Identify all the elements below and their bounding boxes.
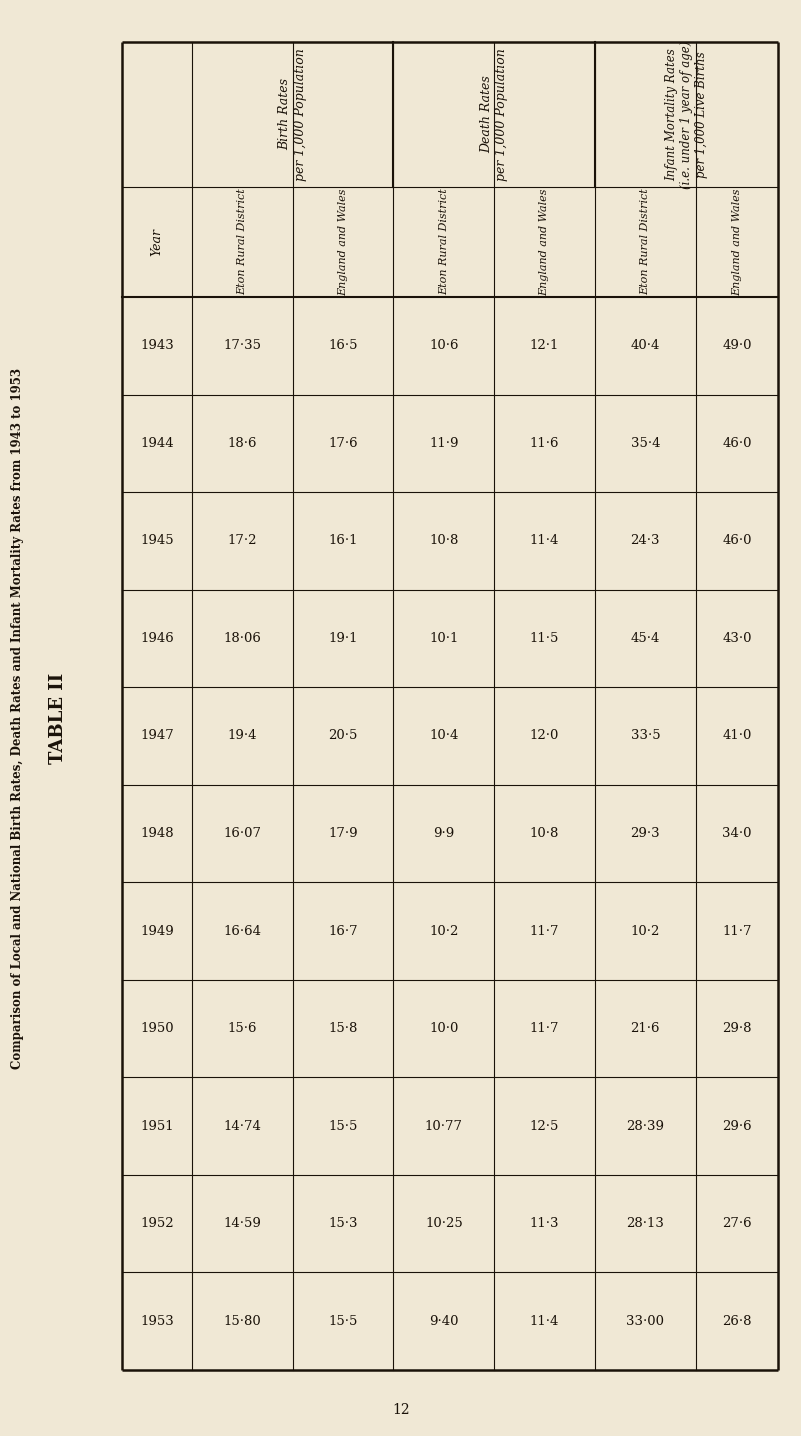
Text: 1953: 1953 [140,1315,174,1328]
Text: 15·80: 15·80 [223,1315,261,1328]
Text: 16·1: 16·1 [328,534,358,547]
Text: 1948: 1948 [140,827,174,840]
Text: 21·6: 21·6 [630,1022,660,1035]
Text: 11·3: 11·3 [529,1218,559,1231]
Text: Year: Year [151,228,163,256]
Text: Birth Rates
per 1,000 Population: Birth Rates per 1,000 Population [279,49,307,181]
Text: 16·64: 16·64 [223,925,261,938]
Text: 10·0: 10·0 [429,1022,458,1035]
Text: 1952: 1952 [140,1218,174,1231]
Text: 1944: 1944 [140,437,174,449]
Text: Eton Rural District: Eton Rural District [237,188,248,296]
Text: 24·3: 24·3 [630,534,660,547]
Text: 29·6: 29·6 [722,1120,751,1133]
Text: England and Wales: England and Wales [338,188,348,296]
Text: 10·6: 10·6 [429,339,459,352]
Text: 29·8: 29·8 [723,1022,751,1035]
Text: 10·2: 10·2 [630,925,660,938]
Text: 1943: 1943 [140,339,174,352]
Text: 10·4: 10·4 [429,729,458,742]
Text: 16·5: 16·5 [328,339,358,352]
Text: 12: 12 [392,1403,410,1417]
Text: 14·59: 14·59 [223,1218,261,1231]
Text: 1951: 1951 [140,1120,174,1133]
Text: 17·9: 17·9 [328,827,358,840]
Text: Infant Mortality Rates
(i.e. under 1 year of age)
per 1,000 Live Births: Infant Mortality Rates (i.e. under 1 yea… [665,40,708,188]
Text: Eton Rural District: Eton Rural District [439,188,449,296]
Text: 28·13: 28·13 [626,1218,664,1231]
Text: 1950: 1950 [140,1022,174,1035]
Text: 41·0: 41·0 [723,729,751,742]
Text: 11·4: 11·4 [530,534,559,547]
Text: Death Rates
per 1,000 Population: Death Rates per 1,000 Population [481,49,508,181]
Text: 10·8: 10·8 [429,534,458,547]
Text: 10·8: 10·8 [530,827,559,840]
Text: 18·6: 18·6 [227,437,257,449]
Text: 40·4: 40·4 [630,339,660,352]
Text: 9·40: 9·40 [429,1315,459,1328]
Text: 46·0: 46·0 [723,534,751,547]
Text: 10·25: 10·25 [425,1218,463,1231]
Text: TABLE II: TABLE II [49,672,66,764]
Text: 33·5: 33·5 [630,729,660,742]
Text: 1945: 1945 [140,534,174,547]
Text: 1946: 1946 [140,632,174,645]
Text: 11·6: 11·6 [529,437,559,449]
Text: 10·1: 10·1 [429,632,458,645]
Text: England and Wales: England and Wales [732,188,742,296]
Text: 15·6: 15·6 [227,1022,257,1035]
Text: 9·9: 9·9 [433,827,454,840]
Text: 11·5: 11·5 [530,632,559,645]
Text: 29·3: 29·3 [630,827,660,840]
Text: 27·6: 27·6 [722,1218,751,1231]
Text: 12·1: 12·1 [530,339,559,352]
Text: 10·2: 10·2 [429,925,458,938]
Text: 45·4: 45·4 [630,632,660,645]
Text: 46·0: 46·0 [723,437,751,449]
Text: 17·2: 17·2 [227,534,257,547]
Text: 12·0: 12·0 [530,729,559,742]
Text: 15·5: 15·5 [328,1120,358,1133]
Text: 11·7: 11·7 [529,1022,559,1035]
Text: 14·74: 14·74 [223,1120,261,1133]
Text: 11·7: 11·7 [529,925,559,938]
Text: 26·8: 26·8 [723,1315,751,1328]
Text: 16·7: 16·7 [328,925,358,938]
Text: 17·6: 17·6 [328,437,358,449]
Text: 35·4: 35·4 [630,437,660,449]
Text: 33·00: 33·00 [626,1315,664,1328]
Text: England and Wales: England and Wales [540,188,549,296]
Text: 15·3: 15·3 [328,1218,358,1231]
Text: 18·06: 18·06 [223,632,261,645]
Text: 1949: 1949 [140,925,174,938]
Text: 17·35: 17·35 [223,339,261,352]
Text: 11·9: 11·9 [429,437,459,449]
Text: 10·77: 10·77 [425,1120,463,1133]
Text: 15·5: 15·5 [328,1315,358,1328]
Text: Eton Rural District: Eton Rural District [640,188,650,296]
Text: 11·7: 11·7 [723,925,751,938]
Text: Comparison of Local and National Birth Rates, Death Rates and Infant Mortality R: Comparison of Local and National Birth R… [11,368,24,1068]
Text: 16·07: 16·07 [223,827,261,840]
Text: 11·4: 11·4 [530,1315,559,1328]
Text: 19·4: 19·4 [227,729,257,742]
Text: 28·39: 28·39 [626,1120,664,1133]
Text: 1947: 1947 [140,729,174,742]
Text: 43·0: 43·0 [723,632,751,645]
Text: 19·1: 19·1 [328,632,358,645]
Text: 34·0: 34·0 [723,827,751,840]
Text: 49·0: 49·0 [723,339,751,352]
Text: 20·5: 20·5 [328,729,358,742]
Text: 15·8: 15·8 [328,1022,358,1035]
Text: 12·5: 12·5 [530,1120,559,1133]
